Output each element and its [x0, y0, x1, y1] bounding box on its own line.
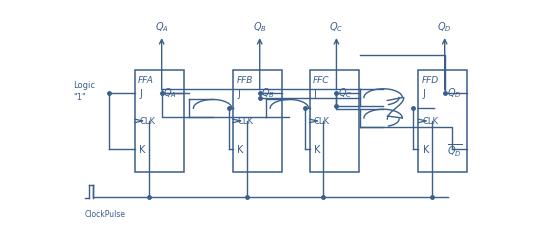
Text: K: K	[237, 145, 244, 155]
Text: FFA: FFA	[138, 76, 154, 85]
Text: $Q_{C}$: $Q_{C}$	[329, 20, 344, 34]
Text: J: J	[139, 88, 142, 98]
Bar	[310, 71, 359, 172]
Text: $Q_{B}$: $Q_{B}$	[261, 86, 275, 100]
Text: CLK: CLK	[237, 117, 253, 126]
Text: FFB: FFB	[236, 76, 252, 85]
Text: CLK: CLK	[314, 117, 330, 126]
Bar	[135, 71, 184, 172]
Text: $\overline{Q_D}$: $\overline{Q_D}$	[447, 141, 462, 158]
Text: $Q_{D}$: $Q_{D}$	[447, 86, 461, 100]
Text: K: K	[139, 145, 145, 155]
Text: $Q_{C}$: $Q_{C}$	[338, 86, 353, 100]
Text: $Q_{B}$: $Q_{B}$	[253, 20, 267, 34]
Text: ClockPulse: ClockPulse	[85, 209, 126, 218]
Text: FFD: FFD	[422, 76, 439, 85]
Text: K: K	[314, 145, 320, 155]
Text: "1": "1"	[73, 92, 86, 102]
Text: FFC: FFC	[313, 76, 329, 85]
Text: J: J	[314, 88, 317, 98]
Text: $Q_{D}$: $Q_{D}$	[437, 20, 452, 34]
Text: CLK: CLK	[139, 117, 155, 126]
Text: J: J	[422, 88, 425, 98]
Text: $Q_{A}$: $Q_{A}$	[155, 20, 169, 34]
Text: CLK: CLK	[422, 117, 438, 126]
Text: K: K	[422, 145, 429, 155]
Text: J: J	[237, 88, 240, 98]
Bar	[233, 71, 282, 172]
Text: Logic: Logic	[73, 81, 95, 90]
Bar	[418, 71, 468, 172]
Text: $Q_{A}$: $Q_{A}$	[163, 86, 177, 100]
